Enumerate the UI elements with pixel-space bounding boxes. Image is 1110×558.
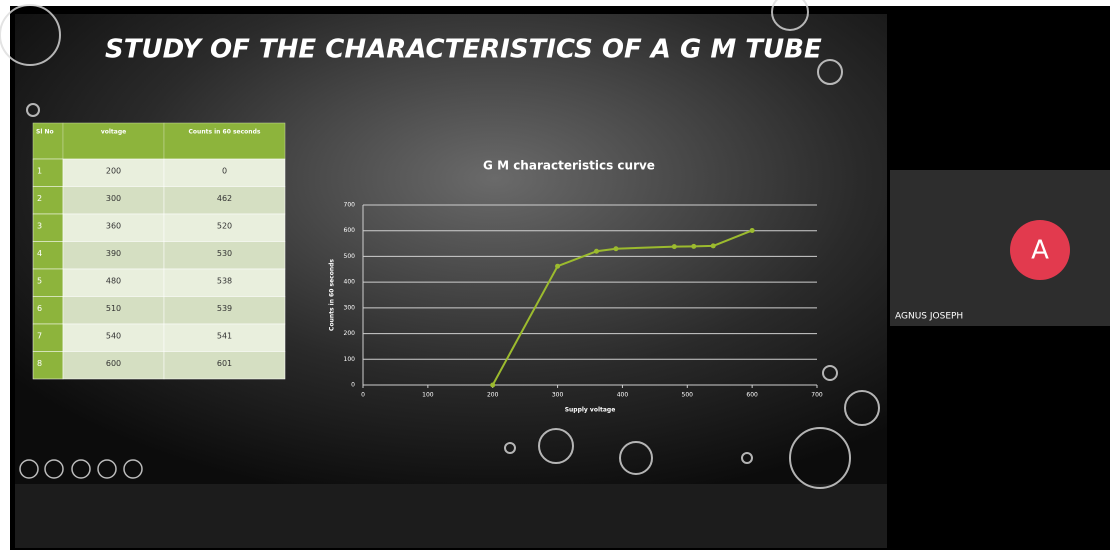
- data-point: [555, 264, 560, 269]
- slide-title: STUDY OF THE CHARACTERISTICS OF A G M TU…: [105, 35, 822, 65]
- table-text: 8: [37, 359, 42, 368]
- x-tick-label: 300: [552, 392, 564, 399]
- data-point: [490, 383, 495, 388]
- data-point: [672, 244, 677, 249]
- table-text: 5: [37, 276, 42, 285]
- y-tick-label: 500: [344, 253, 356, 260]
- header-text: voltage: [101, 129, 126, 136]
- x-tick-label: 200: [487, 392, 499, 399]
- table-text: 360: [106, 221, 121, 230]
- header-text: Counts in 60 seconds: [189, 129, 261, 136]
- table-text: 462: [217, 194, 232, 203]
- y-tick-label: 700: [344, 202, 356, 209]
- table-text: 541: [217, 331, 232, 340]
- table-text: 601: [217, 359, 232, 368]
- y-tick-label: 100: [344, 356, 356, 363]
- x-tick-label: 0: [361, 392, 365, 399]
- table-text: 540: [106, 331, 121, 340]
- table-text: 0: [222, 166, 227, 175]
- y-axis-label: Counts in 60 seconds: [329, 259, 336, 331]
- table-text: 1: [37, 166, 42, 175]
- x-tick-label: 100: [422, 392, 434, 399]
- table-text: 530: [217, 249, 232, 258]
- table-text: 480: [106, 276, 121, 285]
- table-text: 539: [217, 304, 232, 313]
- data-point: [750, 228, 755, 233]
- participant-name: AGNUS JOSEPH: [895, 312, 963, 322]
- y-tick-label: 300: [344, 304, 356, 311]
- y-tick-label: 200: [344, 330, 356, 337]
- table-text: 600: [106, 359, 121, 368]
- y-tick-label: 0: [351, 382, 355, 389]
- participant-tile: [890, 170, 1110, 326]
- table-text: 538: [217, 276, 232, 285]
- table-text: 4: [37, 249, 42, 258]
- table-text: 6: [37, 304, 42, 313]
- x-tick-label: 600: [746, 392, 758, 399]
- table-text: 300: [106, 194, 121, 203]
- chart-title: G M characteristics curve: [483, 159, 655, 173]
- data-point: [594, 249, 599, 254]
- table-text: 390: [106, 249, 121, 258]
- table-text: 200: [106, 166, 121, 175]
- data-point: [711, 243, 716, 248]
- x-tick-label: 400: [617, 392, 629, 399]
- screen: STUDY OF THE CHARACTERISTICS OF A G M TU…: [0, 0, 1110, 554]
- slide-footer: [15, 484, 887, 548]
- x-tick-label: 500: [682, 392, 694, 399]
- x-tick-label: 700: [811, 392, 823, 399]
- table-text: 520: [217, 221, 232, 230]
- table-text: 2: [37, 194, 42, 203]
- table-text: 7: [37, 331, 42, 340]
- table-text: 3: [37, 221, 42, 230]
- x-axis-label: Supply voltage: [565, 407, 616, 414]
- data-table: Sl No voltage Counts in 60 seconds 1 200 0 2 30…: [33, 123, 285, 379]
- y-tick-label: 400: [344, 279, 356, 286]
- data-point: [691, 244, 696, 249]
- table-text: 510: [106, 304, 121, 313]
- header-text: Sl No: [36, 129, 54, 136]
- avatar-initial: A: [1031, 236, 1049, 266]
- y-tick-label: 600: [344, 227, 356, 234]
- data-point: [613, 246, 618, 251]
